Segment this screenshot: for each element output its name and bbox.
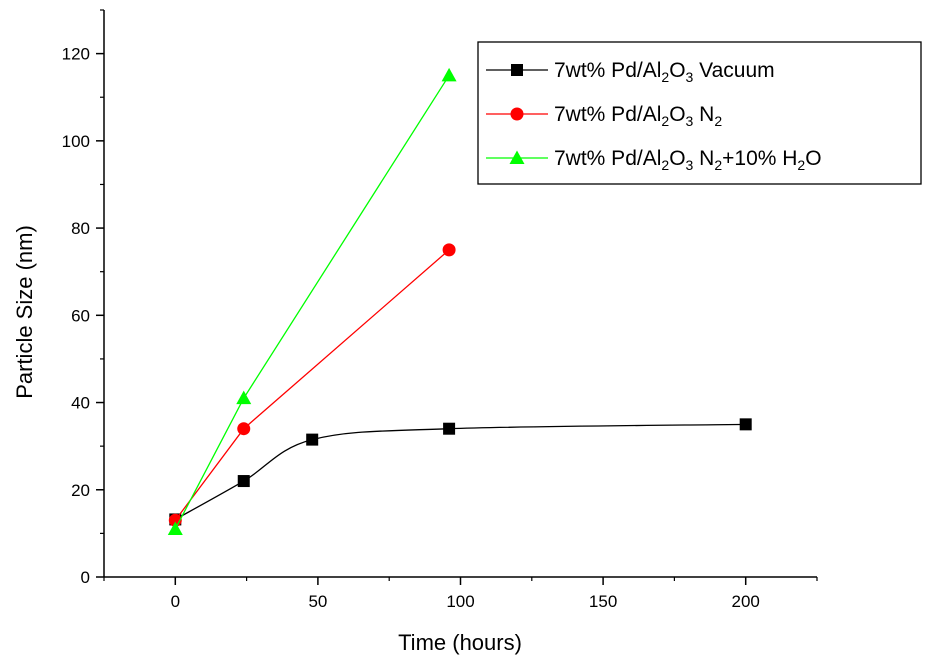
- legend-label-text: 7wt% Pd/Al: [554, 59, 661, 82]
- series-line: [174, 423, 746, 520]
- data-point: [443, 422, 456, 435]
- legend-item-1: 7wt% Pd/Al2O3 Vacuum: [486, 59, 775, 85]
- x-axis-label: Time (hours): [398, 630, 522, 655]
- legend-label-text: 7wt% Pd/Al: [554, 147, 661, 170]
- axes: 0 20 40 60 80 100 120 0 50 100 150 200: [62, 9, 818, 611]
- legend-item-2: 7wt% Pd/Al2O3 N2: [486, 103, 722, 129]
- data-point: [167, 521, 183, 536]
- legend-label-subscript: 2: [714, 157, 722, 173]
- legend-label: 7wt% Pd/Al2O3 N2+10% H2O: [554, 147, 822, 173]
- y-tick-label: 0: [81, 568, 90, 587]
- legend-marker: [510, 107, 524, 121]
- legend-label-text: O: [805, 147, 821, 170]
- legend-label-text: O: [669, 59, 685, 82]
- legend-label-text: N: [693, 103, 714, 126]
- y-axis-label: Particle Size (nm): [12, 225, 37, 399]
- y-tick-label: 120: [62, 45, 90, 64]
- legend-label-subscript: 2: [714, 113, 722, 129]
- legend-label-text: +10% H: [722, 147, 797, 170]
- legend-label-subscript: 3: [686, 69, 694, 85]
- data-point: [306, 433, 319, 446]
- legend-label: 7wt% Pd/Al2O3 N2: [554, 103, 722, 129]
- series-line: [174, 75, 450, 530]
- y-tick-label: 100: [62, 132, 90, 151]
- legend-marker: [511, 64, 523, 76]
- legend-label-subscript: 2: [661, 157, 669, 173]
- y-tick-label: 20: [71, 481, 90, 500]
- legend-label-subscript: 2: [661, 113, 669, 129]
- legend-label-subscript: 2: [661, 69, 669, 85]
- legend-label-subscript: 2: [797, 157, 805, 173]
- legend-label-text: Vacuum: [693, 59, 774, 82]
- x-tick-label: 100: [446, 592, 474, 611]
- legend-label-text: N: [693, 147, 714, 170]
- legend-item-3: 7wt% Pd/Al2O3 N2+10% H2O: [486, 147, 822, 173]
- series-1: [169, 418, 752, 526]
- series-2: [168, 243, 456, 527]
- legend-label-text: O: [669, 147, 685, 170]
- x-tick-label: 50: [308, 592, 327, 611]
- x-tick-label: 200: [732, 592, 760, 611]
- y-tick-label: 40: [71, 394, 90, 413]
- legend-box: [477, 41, 922, 185]
- data-point: [236, 390, 252, 405]
- legend-label: 7wt% Pd/Al2O3 Vacuum: [554, 59, 775, 85]
- data-point: [441, 67, 457, 82]
- data-point: [442, 243, 456, 257]
- x-tick-label: 0: [171, 592, 180, 611]
- y-tick-label: 60: [71, 306, 90, 325]
- series-layer: [167, 67, 752, 536]
- legend-label-text: 7wt% Pd/Al: [554, 103, 661, 126]
- x-tick-label: 150: [589, 592, 617, 611]
- legend-label-text: O: [669, 103, 685, 126]
- series-3: [167, 67, 457, 536]
- legend-label-subscript: 3: [686, 113, 694, 129]
- y-tick-label: 80: [71, 219, 90, 238]
- data-point: [237, 422, 251, 436]
- legend-label-subscript: 3: [686, 157, 694, 173]
- data-point: [237, 475, 250, 488]
- data-point: [739, 418, 752, 431]
- legend-marker: [509, 150, 525, 164]
